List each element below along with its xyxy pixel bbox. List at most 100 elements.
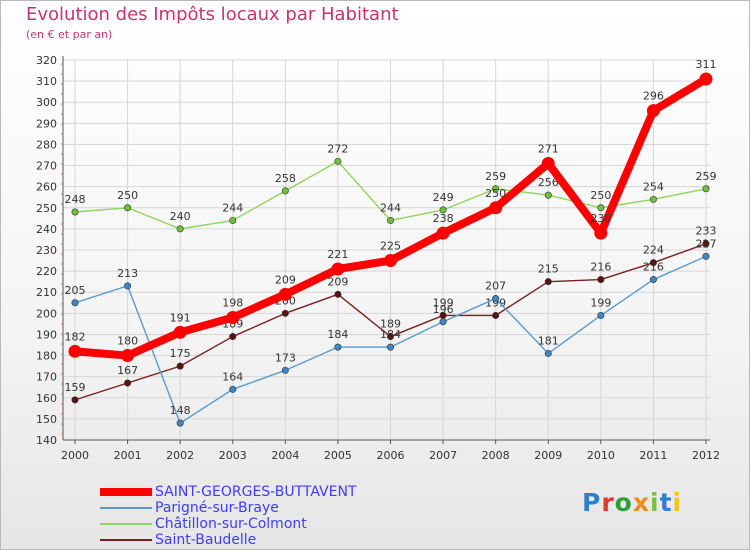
legend-label: Saint-Baudelle — [155, 532, 257, 548]
logo-letter: r — [601, 488, 615, 517]
data-label: 216 — [643, 261, 664, 274]
data-point — [121, 349, 135, 363]
x-tick-label: 2012 — [692, 449, 720, 462]
data-label: 233 — [696, 225, 717, 238]
data-point — [386, 333, 394, 341]
legend-item: Parigné-sur-Braye — [100, 500, 400, 516]
data-label: 216 — [590, 261, 611, 274]
x-tick-label: 2010 — [587, 449, 615, 462]
grid — [63, 59, 710, 441]
y-tick-label: 140 — [36, 434, 57, 447]
logo-letter: P — [582, 488, 602, 517]
data-point — [71, 208, 79, 216]
data-label: 259 — [696, 170, 717, 183]
data-label: 173 — [275, 351, 296, 364]
data-label: 258 — [275, 172, 296, 185]
y-tick-label: 210 — [36, 286, 57, 299]
data-label: 227 — [696, 237, 717, 250]
data-label: 189 — [380, 318, 401, 331]
data-label: 238 — [433, 212, 454, 225]
data-point — [124, 204, 132, 212]
line-chart: 140 150 160 170 180 190 200 210 220 230 240 250 260 2… — [36, 54, 720, 462]
data-point — [492, 311, 500, 319]
data-point — [124, 282, 132, 290]
data-point — [71, 396, 79, 404]
data-label: 199 — [433, 296, 454, 309]
data-label: 250 — [485, 187, 506, 200]
data-point — [334, 343, 342, 351]
data-label: 249 — [433, 191, 454, 204]
series-saint-georges-buttavent: 182 180 191 198 209 221 225 238 250 271 238 296 311 — [65, 58, 717, 363]
data-label: 215 — [538, 263, 559, 276]
data-point — [544, 191, 552, 199]
data-label: 256 — [538, 176, 559, 189]
y-tick-label: 300 — [36, 96, 57, 109]
legend-swatch — [100, 507, 152, 509]
y-tick-label: 220 — [36, 265, 57, 278]
data-label: 250 — [590, 189, 611, 202]
y-tick-label: 170 — [36, 371, 57, 384]
data-point — [176, 362, 184, 370]
data-point — [229, 216, 237, 224]
logo-letter: x — [632, 488, 650, 517]
data-label: 184 — [327, 328, 348, 341]
legend: SAINT-GEORGES-BUTTAVENT Parigné-sur-Braye… — [100, 484, 400, 548]
data-point — [386, 343, 394, 351]
data-point — [439, 206, 447, 214]
data-point — [649, 259, 657, 267]
data-point — [281, 309, 289, 317]
data-label: 244 — [222, 201, 243, 214]
data-point — [594, 226, 608, 240]
data-point — [597, 311, 605, 319]
data-point — [226, 311, 240, 325]
data-point — [281, 366, 289, 374]
y-tick-label: 250 — [36, 202, 57, 215]
y-tick-label: 200 — [36, 307, 57, 320]
data-point — [702, 252, 710, 260]
logo-letter: o — [614, 488, 633, 517]
y-tick-label: 270 — [36, 160, 57, 173]
x-tick-label: 2000 — [61, 449, 89, 462]
data-point — [699, 72, 713, 86]
data-point — [702, 185, 710, 193]
data-point — [649, 276, 657, 284]
data-label: 164 — [222, 370, 243, 383]
data-label: 296 — [643, 90, 664, 103]
data-label: 148 — [170, 404, 191, 417]
data-point — [702, 240, 710, 248]
data-label: 248 — [65, 193, 86, 206]
x-tick-label: 2004 — [271, 449, 299, 462]
data-point — [492, 295, 500, 303]
data-label: 175 — [170, 347, 191, 360]
y-tick-label: 280 — [36, 138, 57, 151]
data-label: 196 — [433, 303, 454, 316]
y-tick-label: 260 — [36, 181, 57, 194]
data-label: 198 — [222, 297, 243, 310]
y-tick-label: 190 — [36, 328, 57, 341]
data-label: 159 — [65, 381, 86, 394]
data-label: 250 — [117, 189, 138, 202]
legend-item: Saint-Baudelle — [100, 532, 400, 548]
legend-item: Châtillon-sur-Colmont — [100, 516, 400, 532]
data-point — [334, 157, 342, 165]
data-point — [386, 216, 394, 224]
data-label: 167 — [117, 364, 138, 377]
data-label: 254 — [643, 180, 664, 193]
legend-swatch — [100, 539, 152, 541]
x-tick-label: 2011 — [639, 449, 667, 462]
chart-subtitle: (en € et par an) — [26, 28, 113, 41]
data-point — [334, 290, 342, 298]
legend-swatch — [100, 523, 152, 525]
data-point — [68, 344, 82, 358]
y-tick-label: 290 — [36, 117, 57, 130]
proxiti-logo: Proxiti — [582, 488, 682, 517]
data-label: 271 — [538, 142, 559, 155]
data-label: 244 — [380, 201, 401, 214]
data-point — [124, 379, 132, 387]
logo-letter: t — [659, 488, 673, 517]
data-label: 184 — [380, 328, 401, 341]
x-tick-label: 2008 — [482, 449, 510, 462]
y-tick-label: 160 — [36, 392, 57, 405]
legend-swatch — [100, 488, 152, 496]
data-point — [436, 226, 450, 240]
